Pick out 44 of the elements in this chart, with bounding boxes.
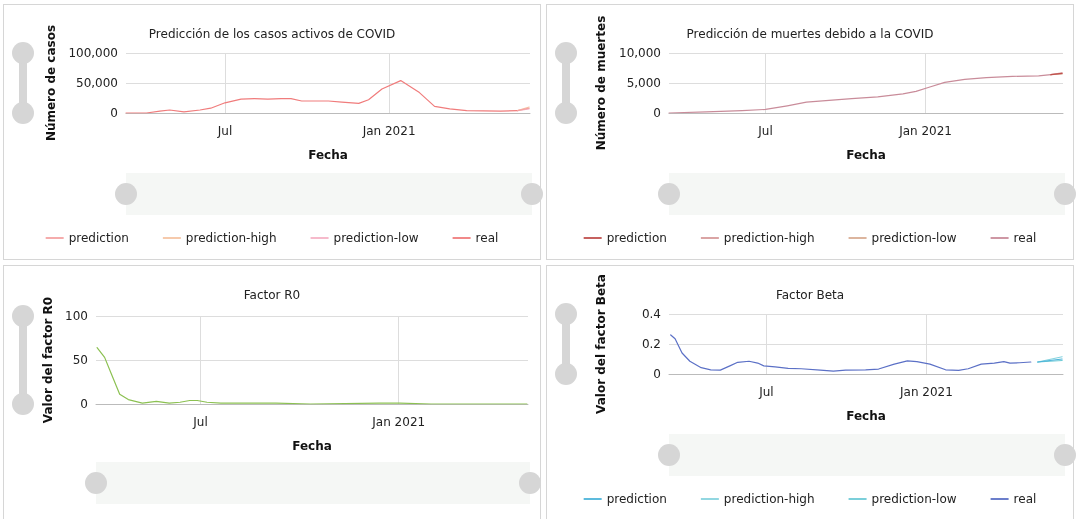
x-tick-label: Jul [216,124,233,138]
x-tick-label: Jan 2021 [361,124,416,138]
legend-label: prediction [606,492,667,506]
x-axis-title: Fecha [846,148,886,162]
x-axis-title: Fecha [292,439,332,453]
y-tick-label: 0 [110,106,118,120]
x-tick-label: Jan 2021 [899,385,953,399]
x-tick-label: Jul [758,385,774,399]
y-tick-label: 0 [653,106,661,120]
y-tick-label: 0.2 [641,337,661,351]
y-axis-title: Número de muertes [594,15,608,151]
x-tick-label: Jul [192,415,208,429]
chart-title: Predicción de los casos activos de COVID [148,27,396,41]
chart-title: Factor Beta [775,288,845,302]
y-axis-title: Número de casos [44,24,59,142]
x-axis-title: Fecha [846,409,886,423]
y-tick-label: 0 [653,367,661,381]
legend-label: real [475,231,499,245]
legend-label: prediction [606,231,667,245]
legend-label: prediction-low [871,492,957,506]
y-tick-label: 50 [72,353,88,367]
x-tick-label: Jan 2021 [898,124,953,138]
legend-label: prediction [68,231,129,245]
legend-label: prediction-high [723,492,815,506]
y-axis-title: Valor del factor Beta [594,274,608,414]
legend-label: prediction-high [185,231,277,245]
legend-label: real [1013,492,1037,506]
y-axis-title: Valor del factor R0 [41,296,56,424]
y-tick-label: 10,000 [619,46,661,60]
y-tick-label: 0.4 [641,307,661,321]
legend-label: prediction-low [871,231,957,245]
y-tick-label: 50,000 [76,76,118,90]
y-tick-label: 0 [80,397,88,411]
legend-label: prediction-low [333,231,419,245]
x-axis-title: Fecha [308,148,348,162]
y-tick-label: 5,000 [626,76,661,90]
y-tick-label: 100 [65,309,88,323]
legend-label: prediction-high [723,231,815,245]
chart-title: Factor R0 [243,288,301,302]
legend-label: real [1013,231,1037,245]
x-tick-label: Jul [757,124,773,138]
y-tick-label: 100,000 [68,46,118,60]
chart-title: Predicción de muertes debido a la COVID [686,27,934,41]
x-tick-label: Jan 2021 [371,415,426,429]
